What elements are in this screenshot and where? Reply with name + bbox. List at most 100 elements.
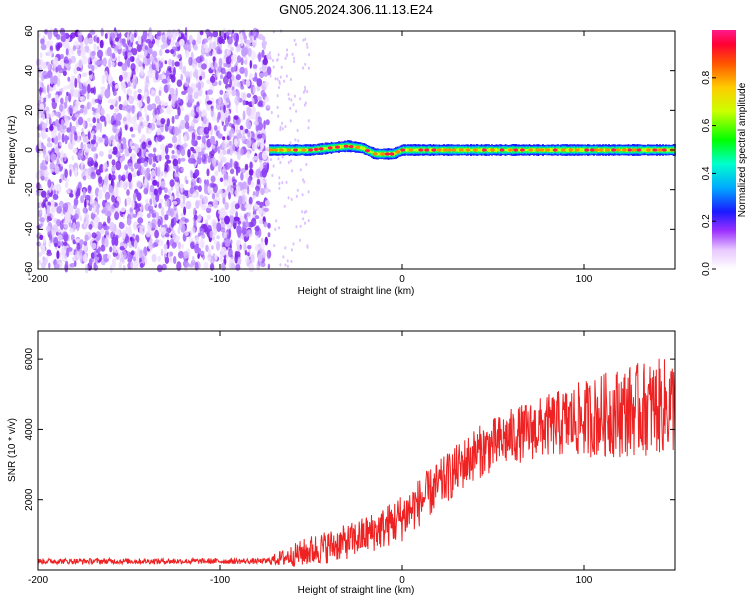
noise-speckle [238, 195, 243, 205]
noise-speckle [276, 58, 279, 62]
noise-speckle [286, 259, 289, 263]
signal-band [306, 149, 309, 152]
noise-speckle [37, 251, 43, 257]
noise-speckle [278, 186, 281, 190]
noise-speckle [198, 35, 202, 43]
noise-speckle [209, 50, 213, 57]
noise-speckle [253, 86, 256, 95]
noise-speckle [213, 125, 218, 131]
signal-peak [605, 148, 610, 152]
noise-speckle [200, 250, 205, 255]
noise-speckle [241, 225, 247, 234]
noise-speckle [263, 207, 270, 212]
signal-band [504, 148, 507, 152]
signal-band [668, 148, 670, 152]
noise-speckle [102, 221, 107, 227]
noise-speckle [46, 249, 52, 254]
noise-speckle [248, 48, 252, 57]
signal-peak [372, 152, 378, 156]
noise-speckle [137, 88, 142, 94]
noise-speckle [61, 133, 65, 143]
noise-speckle [111, 236, 116, 247]
noise-speckle [95, 153, 99, 159]
noise-speckle [306, 244, 309, 248]
noise-speckle [115, 83, 119, 89]
noise-speckle [94, 256, 100, 261]
noise-speckle [39, 170, 45, 177]
noise-speckle [42, 257, 48, 265]
noise-speckle [216, 116, 220, 123]
signal-band [486, 149, 489, 151]
noise-speckle [272, 65, 275, 69]
noise-speckle [73, 89, 79, 98]
noise-speckle [67, 76, 71, 82]
noise-speckle [120, 207, 126, 213]
noise-speckle [287, 196, 290, 200]
noise-speckle [142, 56, 146, 64]
signal-peak [343, 144, 349, 148]
noise-speckle [83, 119, 86, 129]
signal-peak [327, 146, 333, 150]
colorbar-label: Normalized spectral amplitude [737, 82, 748, 217]
noise-speckle [127, 52, 133, 57]
noise-speckle [227, 185, 232, 193]
noise-speckle [107, 216, 111, 224]
noise-speckle [45, 225, 51, 232]
signal-peak [355, 145, 361, 149]
noise-speckle [63, 85, 68, 91]
noise-speckle [205, 28, 211, 36]
noise-speckle [91, 232, 97, 239]
noise-speckle [167, 83, 171, 90]
noise-speckle [240, 39, 244, 47]
noise-speckle [156, 113, 159, 120]
noise-speckle [142, 120, 149, 127]
noise-speckle [283, 204, 286, 208]
noise-speckle [173, 204, 177, 211]
noise-speckle [77, 74, 81, 82]
noise-speckle [59, 220, 64, 231]
noise-speckle [306, 90, 309, 94]
noise-speckle [174, 46, 181, 52]
noise-speckle [144, 83, 149, 94]
noise-speckle [61, 32, 67, 43]
noise-speckle [46, 142, 53, 148]
colorbar-gradient [712, 30, 736, 269]
noise-speckle [286, 264, 289, 268]
noise-speckle [84, 194, 91, 201]
noise-speckle [252, 195, 256, 200]
signal-peak [348, 145, 354, 149]
noise-speckle [54, 165, 60, 175]
noise-speckle [267, 232, 271, 238]
noise-speckle [137, 93, 142, 101]
noise-speckle [244, 67, 248, 78]
noise-speckle [214, 63, 218, 68]
noise-speckle [133, 240, 138, 249]
noise-speckle [163, 171, 168, 178]
noise-speckle [64, 168, 68, 179]
noise-speckle [50, 199, 55, 209]
noise-speckle [241, 181, 248, 191]
noise-speckle [99, 150, 104, 157]
noise-speckle [84, 45, 90, 53]
noise-speckle [169, 179, 175, 188]
signal-peak [301, 148, 307, 152]
noise-speckle [72, 222, 77, 232]
noise-speckle [117, 55, 121, 63]
noise-speckle [66, 127, 71, 133]
signal-band [626, 148, 628, 152]
noise-speckle [171, 59, 175, 67]
spectrogram-y-tick-label: 20 [24, 104, 35, 116]
noise-speckle [177, 226, 181, 235]
noise-speckle [97, 93, 103, 101]
noise-speckle [167, 143, 173, 148]
noise-speckle [56, 78, 61, 87]
noise-speckle [128, 181, 132, 190]
noise-speckle [144, 91, 148, 98]
noise-speckle [118, 74, 123, 82]
noise-speckle [39, 223, 43, 228]
noise-speckle [104, 88, 111, 99]
noise-speckle [167, 65, 172, 72]
noise-speckle [139, 263, 144, 268]
noise-speckle [113, 188, 119, 198]
noise-speckle [258, 216, 262, 225]
